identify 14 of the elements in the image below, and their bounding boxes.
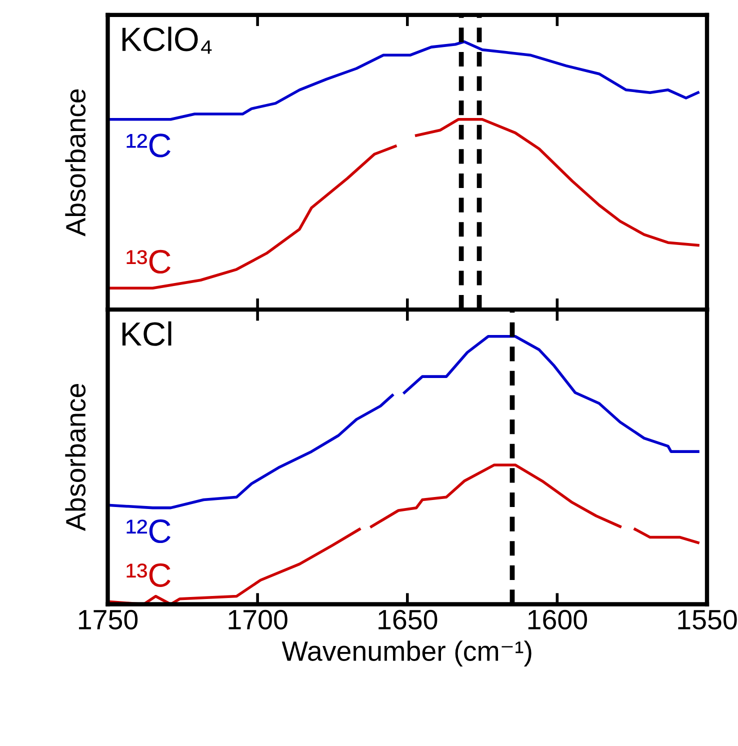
- x-axis-title: Wavenumber (cm⁻¹): [282, 640, 532, 666]
- x-tick-label: 1650: [378, 610, 438, 630]
- x-tick-label: 1550: [678, 610, 737, 630]
- annotation: KClO₄: [122, 26, 212, 54]
- x-tick-label: 1600: [528, 610, 588, 630]
- annotation: KCl: [122, 321, 172, 346]
- y-axis-title: Absorbance: [65, 89, 86, 236]
- series-label: ¹²C: [126, 519, 170, 544]
- x-tick-label: 1750: [78, 610, 138, 630]
- series-label: ¹³C: [126, 563, 170, 587]
- y-axis-title: Absorbance: [65, 384, 86, 531]
- series-label: ¹²C: [126, 134, 170, 158]
- series-label: ¹³C: [126, 250, 170, 274]
- x-tick-label: 1700: [228, 610, 288, 630]
